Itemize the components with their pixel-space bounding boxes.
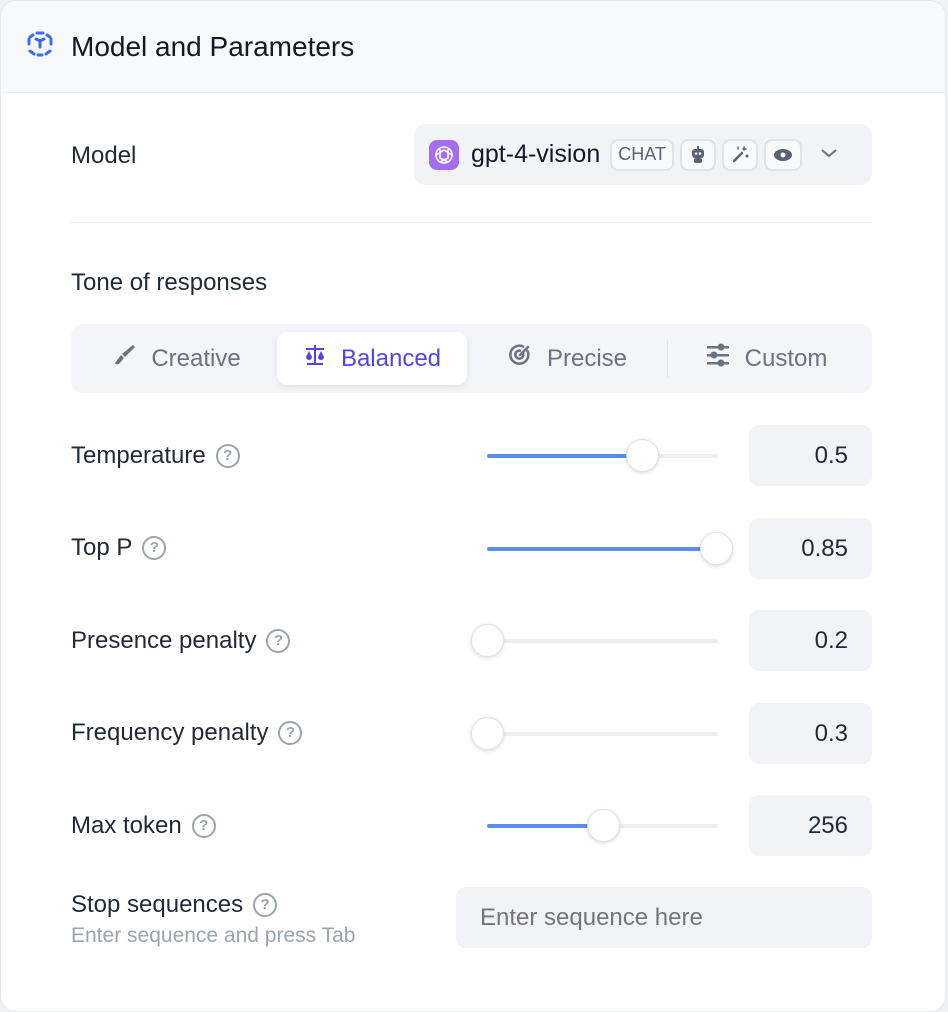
help-icon[interactable]: ? — [215, 443, 240, 468]
tab-label: Creative — [151, 344, 241, 372]
temperature-value-input[interactable]: 0.5 — [749, 425, 872, 486]
chat-badge: CHAT — [610, 138, 674, 171]
top-p-value-input[interactable]: 0.85 — [749, 517, 872, 579]
tab-label: Balanced — [340, 344, 442, 372]
temperature-label: Temperature — [71, 441, 206, 469]
slider-fill — [487, 546, 716, 551]
panel-header: Model and Parameters — [1, 1, 945, 93]
tab-separator — [667, 339, 668, 378]
scale-icon — [303, 343, 327, 374]
tab-label: Precise — [546, 344, 628, 372]
tab-label: Custom — [744, 344, 828, 372]
target-icon — [507, 342, 533, 375]
param-row-frequency-penalty: Frequency penalty? — [71, 703, 869, 764]
temperature-slider[interactable] — [487, 439, 718, 472]
stop-sequences-hint: Enter sequence and press Tab — [71, 924, 356, 947]
slider-handle[interactable] — [586, 809, 620, 842]
model-selector[interactable]: gpt-4-vision CHAT — [414, 124, 872, 185]
box-dashed-icon — [25, 29, 55, 64]
tab-custom[interactable]: Custom — [668, 332, 864, 385]
top-p-label: Top P — [71, 534, 133, 561]
openai-logo-icon — [429, 139, 459, 170]
presence-penalty-label: Presence penalty — [71, 626, 257, 654]
help-icon[interactable]: ? — [266, 628, 291, 653]
help-icon[interactable]: ? — [253, 893, 278, 917]
brush-icon — [113, 343, 137, 374]
frequency-penalty-slider[interactable] — [471, 716, 718, 750]
max-token-label: Max token — [71, 811, 182, 839]
panel-title: Model and Parameters — [71, 30, 355, 62]
stop-sequences-label: Stop sequences — [71, 891, 244, 918]
tab-creative[interactable]: Creative — [77, 332, 277, 385]
frequency-penalty-label: Frequency penalty — [71, 719, 269, 746]
tab-balanced[interactable]: Balanced — [277, 332, 467, 385]
magic-wand-icon — [721, 138, 758, 171]
sliders-icon — [705, 342, 731, 375]
eye-icon — [763, 138, 802, 171]
model-name: gpt-4-vision — [471, 140, 601, 168]
chevron-down-icon[interactable] — [820, 146, 838, 164]
tab-precise[interactable]: Precise — [467, 332, 667, 385]
slider-handle[interactable] — [471, 716, 504, 750]
robot-icon — [679, 138, 716, 171]
top-p-slider[interactable] — [487, 531, 733, 565]
slider-fill — [487, 454, 642, 458]
param-row-top-p: Top P? — [71, 518, 869, 579]
presence-penalty-value-input[interactable]: 0.2 — [749, 610, 872, 671]
slider-handle[interactable] — [471, 624, 504, 657]
help-icon[interactable]: ? — [191, 813, 216, 838]
slider-fill — [487, 824, 603, 828]
tone-tabs: Creative Balanced Precise Custom — [71, 324, 872, 393]
model-label: Model — [71, 142, 137, 169]
param-row-temperature: Temperature? — [71, 425, 869, 486]
tone-label: Tone of responses — [71, 269, 268, 296]
help-icon[interactable]: ? — [278, 721, 303, 745]
param-row-max-token: Max token? — [71, 795, 869, 856]
max-token-value-input[interactable]: 256 — [749, 795, 872, 856]
slider-handle[interactable] — [699, 531, 733, 565]
presence-penalty-slider[interactable] — [471, 624, 718, 657]
max-token-slider[interactable] — [487, 809, 718, 842]
stop-sequences-input[interactable] — [456, 887, 872, 948]
slider-handle[interactable] — [625, 439, 659, 472]
frequency-penalty-value-input[interactable]: 0.3 — [749, 702, 872, 764]
param-row-presence-penalty: Presence penalty? — [71, 610, 869, 671]
divider — [71, 222, 872, 223]
help-icon[interactable]: ? — [142, 536, 167, 560]
